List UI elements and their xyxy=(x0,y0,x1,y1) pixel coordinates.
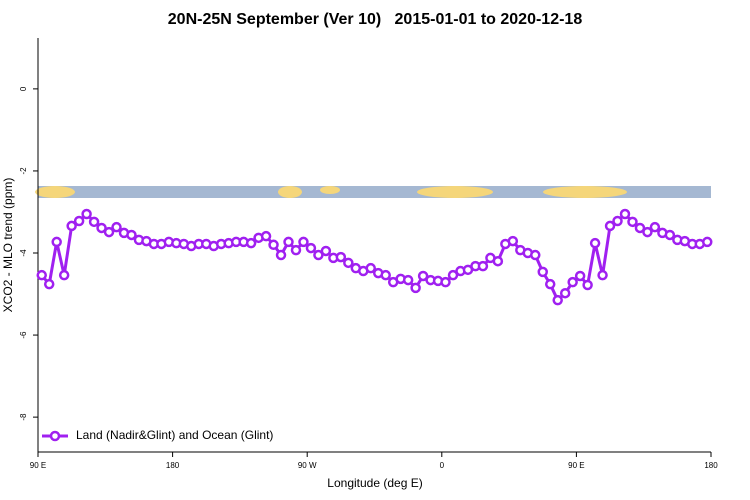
world-map-strip xyxy=(35,186,711,198)
data-point xyxy=(260,230,272,242)
data-point xyxy=(268,239,279,251)
data-point xyxy=(88,216,100,228)
data-point xyxy=(447,269,459,281)
y-tick-label: -6 xyxy=(19,331,28,339)
data-point xyxy=(126,229,137,241)
data-point xyxy=(567,276,578,288)
data-point xyxy=(111,221,122,233)
data-point xyxy=(664,229,676,241)
chart-title: 20N-25N September (Ver 10) 2015-01-01 to… xyxy=(168,11,583,28)
data-point xyxy=(582,279,593,291)
data-point xyxy=(51,236,62,248)
x-tick-label: 0 xyxy=(440,461,445,470)
data-point xyxy=(544,278,556,290)
data-point xyxy=(36,269,47,281)
data-point xyxy=(58,269,70,281)
x-axis-label: Longitude (deg E) xyxy=(327,476,422,490)
x-tick-label: 180 xyxy=(704,461,718,470)
data-point xyxy=(96,222,107,234)
data-point xyxy=(275,249,287,261)
y-tick-label: 0 xyxy=(19,86,28,91)
data-point xyxy=(417,270,429,282)
data-point xyxy=(245,237,257,249)
data-point xyxy=(642,226,653,238)
data-point xyxy=(559,287,571,299)
data-point xyxy=(477,260,489,272)
y-axis-label: XCO2 - MLO trend (ppm) xyxy=(1,178,15,313)
data-point xyxy=(702,236,713,248)
data-point xyxy=(365,262,377,274)
data-point xyxy=(290,244,302,256)
y-tick-label: -8 xyxy=(19,413,28,421)
data-point xyxy=(507,235,519,247)
x-tick-label: 90 E xyxy=(568,461,584,470)
data-point xyxy=(589,237,601,249)
data-point xyxy=(380,269,391,281)
data-point xyxy=(103,226,115,238)
data-point xyxy=(402,274,414,286)
data-point xyxy=(492,255,504,267)
data-point xyxy=(634,222,646,234)
x-tick-label: 180 xyxy=(166,461,180,470)
data-point xyxy=(73,215,85,227)
y-tick-label: -2 xyxy=(19,167,28,175)
data-point xyxy=(597,269,608,281)
data-point xyxy=(604,220,616,232)
data-point xyxy=(335,251,347,263)
x-tick-label: 90 E xyxy=(30,461,46,470)
data-point xyxy=(410,282,421,294)
y-tick-label: -4 xyxy=(19,249,28,257)
data-point xyxy=(530,249,541,261)
data-point xyxy=(537,266,548,278)
data-point xyxy=(313,249,324,261)
data-point xyxy=(627,216,638,228)
x-tick-label: 90 W xyxy=(298,461,317,470)
data-point xyxy=(298,236,309,248)
data-point xyxy=(649,221,661,233)
data-point xyxy=(343,257,354,269)
data-point xyxy=(305,242,317,254)
data-point xyxy=(283,236,294,248)
data-point xyxy=(43,278,55,290)
legend-marker xyxy=(49,430,61,442)
data-point xyxy=(440,276,451,288)
data-point xyxy=(552,294,563,306)
data-point xyxy=(612,215,623,227)
data-point xyxy=(574,270,586,282)
data-point xyxy=(619,208,631,220)
data-point xyxy=(81,208,92,220)
data-point xyxy=(66,220,77,232)
legend-label: Land (Nadir&Glint) and Ocean (Glint) xyxy=(76,428,273,442)
data-point xyxy=(320,245,332,257)
